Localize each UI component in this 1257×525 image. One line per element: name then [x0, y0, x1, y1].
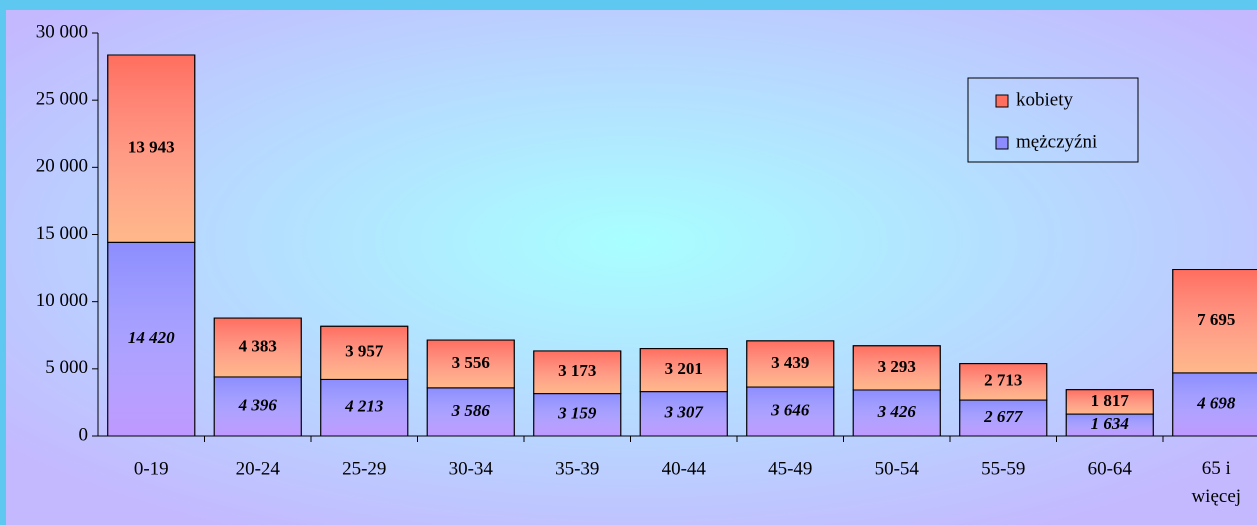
- value-label: 3 159: [557, 404, 597, 423]
- x-tick-label: 45-49: [768, 458, 812, 479]
- bar-shade: [1065, 389, 1154, 415]
- background: [6, 10, 1257, 525]
- value-label: 4 698: [1196, 393, 1236, 412]
- bar-shade: [959, 399, 1048, 437]
- bar-shade: [746, 340, 835, 388]
- y-tick-label: 10 000: [36, 290, 88, 311]
- value-label: 4 213: [344, 397, 384, 416]
- x-tick-label: 50-54: [875, 458, 920, 479]
- x-tick-label: 55-59: [981, 458, 1025, 479]
- value-label: 3 586: [451, 401, 491, 420]
- value-label: 7 695: [1197, 310, 1235, 329]
- bar-shade: [852, 389, 941, 437]
- legend-box: [967, 77, 1139, 163]
- value-label: 3 201: [665, 359, 703, 378]
- x-tick-line: 65 i: [1202, 458, 1231, 479]
- value-label: 1 634: [1091, 414, 1129, 433]
- value-label: 3 957: [345, 342, 384, 361]
- x-tick-label: 40-44: [662, 458, 707, 479]
- x-tick-line: więcej: [1191, 486, 1241, 507]
- bar-shade: [959, 363, 1048, 401]
- bar-shade: [213, 376, 302, 437]
- value-label: 13 943: [128, 138, 175, 157]
- bar-shade: [426, 387, 515, 437]
- bar-shade: [426, 339, 515, 389]
- y-tick-label: 5 000: [45, 357, 88, 378]
- bar-shade: [533, 393, 622, 437]
- value-label: 3 646: [770, 400, 810, 419]
- bar-shade: [320, 325, 409, 380]
- bar-shade: [213, 317, 302, 378]
- bar-shade: [533, 350, 622, 395]
- value-label: 3 293: [878, 357, 916, 376]
- value-label: 4 396: [238, 395, 278, 414]
- y-tick-label: 30 000: [36, 21, 88, 42]
- value-label: 3 439: [771, 353, 809, 372]
- bar-shade: [107, 54, 196, 243]
- value-label: 4 383: [239, 336, 277, 355]
- legend-swatch: [995, 136, 1009, 150]
- x-tick-label: 60-64: [1088, 458, 1133, 479]
- bar-shade: [852, 345, 941, 391]
- value-label: 3 307: [664, 403, 705, 422]
- legend-label: mężczyźni: [1016, 131, 1097, 152]
- y-tick-label: 0: [79, 424, 89, 445]
- value-label: 3 173: [558, 361, 596, 380]
- bar-shade: [1172, 372, 1257, 437]
- x-tick-label: 30-34: [449, 458, 494, 479]
- legend-swatch: [995, 94, 1009, 108]
- bar-shade: [107, 241, 196, 437]
- value-label: 2 713: [984, 371, 1022, 390]
- value-label: 3 556: [452, 353, 490, 372]
- x-tick-label: 20-24: [236, 458, 281, 479]
- value-label: 3 426: [877, 402, 917, 421]
- x-tick-label: 35-39: [555, 458, 599, 479]
- x-tick-label: 0-19: [134, 458, 169, 479]
- y-tick-label: 25 000: [36, 89, 88, 110]
- x-tick-label: 25-29: [342, 458, 386, 479]
- value-label: 14 420: [128, 328, 175, 347]
- bar-shade: [1172, 269, 1257, 374]
- x-tick-label: 65 i więcej: [1191, 458, 1241, 507]
- y-tick-label: 20 000: [36, 156, 88, 177]
- bar-shade: [639, 348, 728, 393]
- value-label: 1 817: [1091, 391, 1130, 410]
- value-label: 2 677: [983, 407, 1024, 426]
- y-tick-label: 15 000: [36, 223, 88, 244]
- legend-label: kobiety: [1016, 89, 1073, 110]
